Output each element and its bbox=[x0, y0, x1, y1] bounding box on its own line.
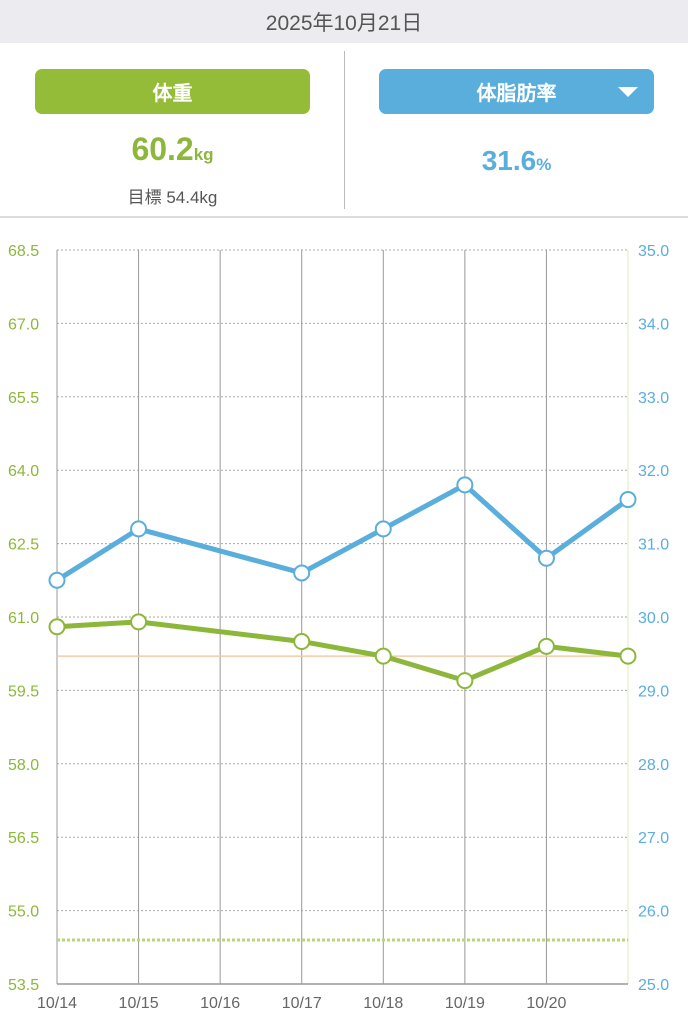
left-tick-label: 56.5 bbox=[8, 830, 39, 847]
right-tick-label: 27.0 bbox=[638, 830, 669, 847]
left-tick-label: 68.5 bbox=[8, 243, 39, 260]
goal-weight: 目標 54.4kg bbox=[127, 188, 218, 207]
weight-point bbox=[374, 647, 392, 665]
date-label: 2025年10月21日 bbox=[265, 11, 423, 35]
fat-number: 31.6 bbox=[481, 145, 537, 176]
left-tick-label: 64.0 bbox=[8, 463, 39, 480]
fat-point bbox=[130, 520, 148, 538]
right-tick-label: 26.0 bbox=[638, 904, 669, 921]
left-tick-label: 55.0 bbox=[8, 904, 39, 921]
x-tick-label: 10/15 bbox=[119, 995, 159, 1012]
weight-point bbox=[537, 637, 555, 655]
weight-point bbox=[619, 647, 637, 665]
left-tick-label: 58.0 bbox=[8, 757, 39, 774]
right-tick-label: 33.0 bbox=[638, 390, 669, 407]
fat-point bbox=[48, 571, 66, 589]
right-tick-label: 29.0 bbox=[638, 683, 669, 700]
right-tick-label: 30.0 bbox=[638, 610, 669, 627]
fat-point bbox=[456, 476, 474, 494]
right-tick-label: 25.0 bbox=[638, 977, 669, 994]
triangle-down-icon bbox=[618, 87, 638, 97]
x-tick-label: 10/16 bbox=[200, 995, 240, 1012]
weight-point bbox=[130, 613, 148, 631]
weight-point bbox=[48, 618, 66, 636]
left-tick-label: 53.5 bbox=[8, 977, 39, 994]
left-tick-label: 67.0 bbox=[8, 316, 39, 333]
weight-point bbox=[456, 672, 474, 690]
right-tick-label: 35.0 bbox=[638, 243, 669, 260]
weight-label: 体重 bbox=[152, 83, 193, 105]
weight-number: 60.2 bbox=[131, 131, 194, 167]
weight-unit: kg bbox=[193, 145, 214, 164]
fat-point bbox=[293, 564, 311, 582]
left-tick-label: 61.0 bbox=[8, 610, 39, 627]
x-tick-label: 10/19 bbox=[445, 995, 485, 1012]
summary-panel: 体重 60.2kg 目標 54.4kg 体脂肪率 31.6% bbox=[0, 43, 688, 218]
right-tick-label: 31.0 bbox=[638, 537, 669, 554]
divider bbox=[344, 51, 345, 209]
fat-dropdown-button[interactable]: 体脂肪率 bbox=[379, 69, 654, 114]
fat-point bbox=[374, 520, 392, 538]
weight-value: 60.2kg bbox=[35, 131, 310, 168]
left-tick-label: 62.5 bbox=[8, 537, 39, 554]
trend-chart: 68.5 35.0 67.0 34.0 65.5 33.0 64.0 32.0 62.5 31.0… bbox=[8, 243, 669, 1012]
fat-point bbox=[537, 549, 555, 567]
fat-point bbox=[619, 491, 637, 509]
fat-value: 31.6% bbox=[379, 145, 654, 177]
fat-label: 体脂肪率 bbox=[476, 83, 557, 105]
right-tick-label: 32.0 bbox=[638, 463, 669, 480]
weight-point bbox=[293, 632, 311, 650]
fat-unit: % bbox=[536, 155, 552, 174]
weight-button[interactable]: 体重 bbox=[35, 69, 310, 114]
x-tick-label: 10/14 bbox=[37, 995, 77, 1012]
x-tick-label: 10/17 bbox=[282, 995, 322, 1012]
right-tick-label: 28.0 bbox=[638, 757, 669, 774]
right-tick-label: 34.0 bbox=[638, 316, 669, 333]
left-tick-label: 59.5 bbox=[8, 683, 39, 700]
x-tick-label: 10/20 bbox=[526, 995, 566, 1012]
date-header: 2025年10月21日 bbox=[0, 0, 688, 43]
left-tick-label: 65.5 bbox=[8, 390, 39, 407]
x-tick-label: 10/18 bbox=[363, 995, 403, 1012]
